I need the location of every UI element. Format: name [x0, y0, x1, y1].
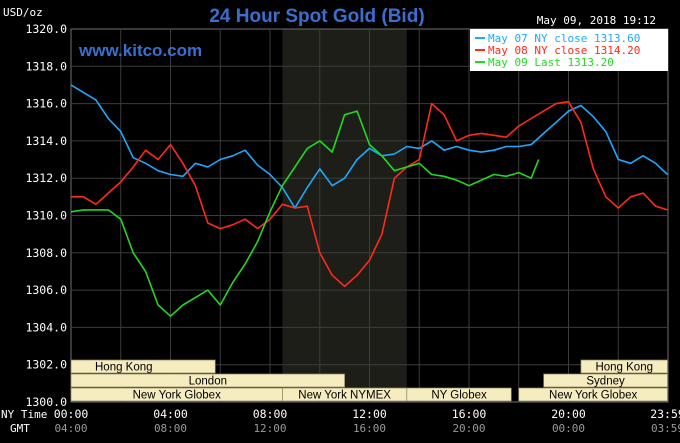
- y-axis-unit-label: USD/oz: [3, 6, 43, 19]
- y-tick-label: 1316.0: [25, 97, 67, 111]
- y-tick-label: 1306.0: [25, 283, 67, 297]
- x-tick-label-ny: 23:59: [650, 407, 680, 421]
- x-tick-label-ny: 12:00: [352, 407, 387, 421]
- x-tick-label-gmt: 04:00: [54, 422, 87, 435]
- chart-timestamp: May 09, 2018 19:12: [537, 14, 656, 27]
- session-label: Hong Kong: [595, 362, 653, 374]
- session-label: New York Globex: [549, 390, 637, 402]
- session-label: Sydney: [586, 376, 625, 388]
- y-tick-label: 1310.0: [25, 209, 67, 223]
- session-bar: [70, 373, 345, 388]
- y-tick-label: 1314.0: [25, 134, 67, 148]
- session-label: New York Globex: [133, 390, 221, 402]
- session-bar: [70, 359, 216, 374]
- chart-title: 24 Hour Spot Gold (Bid): [209, 6, 424, 27]
- session-bar: [406, 387, 512, 402]
- x-tick-label-ny: 20:00: [551, 407, 586, 421]
- legend-entry: May 09 Last 1313.20: [488, 56, 614, 69]
- y-tick-label: 1320.0: [25, 22, 67, 36]
- x-tick-label-gmt: 12:00: [253, 422, 286, 435]
- ny-time-row-label: NY Time: [1, 408, 47, 421]
- x-tick-label-gmt: 16:00: [353, 422, 386, 435]
- y-tick-label: 1302.0: [25, 358, 67, 372]
- site-watermark: www.kitco.com: [78, 41, 202, 60]
- gmt-row-label: GMT: [10, 422, 30, 435]
- session-label: NY Globex: [431, 390, 487, 402]
- x-tick-label-gmt: 20:00: [452, 422, 485, 435]
- y-tick-label: 1312.0: [25, 171, 67, 185]
- x-tick-label-ny: 16:00: [452, 407, 487, 421]
- legend-entry: May 08 NY close 1314.20: [488, 44, 640, 57]
- series-line-2: [70, 110, 540, 318]
- y-tick-label: 1304.0: [25, 320, 67, 334]
- legend-box: [470, 29, 668, 71]
- x-tick-label-gmt: 03:59: [651, 422, 680, 435]
- y-tick-label: 1300.0: [25, 395, 67, 409]
- x-tick-label-ny: 00:00: [54, 407, 89, 421]
- x-tick-label-gmt: 08:00: [154, 422, 187, 435]
- session-bar: [580, 359, 668, 374]
- x-tick-label-gmt: 00:00: [552, 422, 585, 435]
- session-label: Hong Kong: [95, 362, 153, 374]
- legend-entry: May 07 NY close 1313.60: [488, 32, 640, 45]
- session-bar: [543, 373, 668, 388]
- session-label: London: [189, 376, 227, 388]
- series-line-0: [70, 84, 669, 209]
- x-tick-label-ny: 08:00: [253, 407, 288, 421]
- x-tick-label-ny: 04:00: [153, 407, 188, 421]
- session-label: New York NYMEX: [298, 390, 391, 402]
- session-bar: [518, 387, 668, 402]
- y-tick-label: 1308.0: [25, 246, 67, 260]
- series-line-1: [71, 100, 668, 288]
- y-tick-label: 1318.0: [25, 59, 67, 73]
